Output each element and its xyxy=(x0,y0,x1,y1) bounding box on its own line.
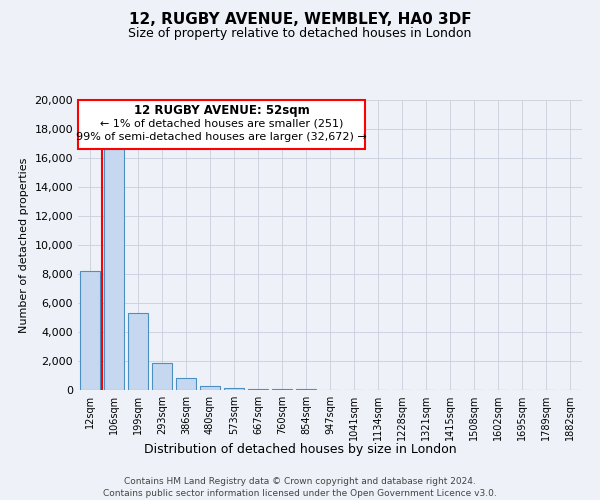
Text: Distribution of detached houses by size in London: Distribution of detached houses by size … xyxy=(143,442,457,456)
Text: Contains public sector information licensed under the Open Government Licence v3: Contains public sector information licen… xyxy=(103,489,497,498)
Y-axis label: Number of detached properties: Number of detached properties xyxy=(19,158,29,332)
Bar xyxy=(248,388,268,390)
Text: 12 RUGBY AVENUE: 52sqm: 12 RUGBY AVENUE: 52sqm xyxy=(134,104,310,117)
Bar xyxy=(200,386,220,390)
Bar xyxy=(224,388,244,390)
Text: 12, RUGBY AVENUE, WEMBLEY, HA0 3DF: 12, RUGBY AVENUE, WEMBLEY, HA0 3DF xyxy=(128,12,472,28)
Text: Contains HM Land Registry data © Crown copyright and database right 2024.: Contains HM Land Registry data © Crown c… xyxy=(124,478,476,486)
Bar xyxy=(104,150,124,390)
Bar xyxy=(176,378,196,390)
Text: 99% of semi-detached houses are larger (32,672) →: 99% of semi-detached houses are larger (… xyxy=(76,132,367,142)
Bar xyxy=(80,271,100,390)
Text: Size of property relative to detached houses in London: Size of property relative to detached ho… xyxy=(128,28,472,40)
Bar xyxy=(152,363,172,390)
Text: ← 1% of detached houses are smaller (251): ← 1% of detached houses are smaller (251… xyxy=(100,118,343,128)
Bar xyxy=(128,313,148,390)
